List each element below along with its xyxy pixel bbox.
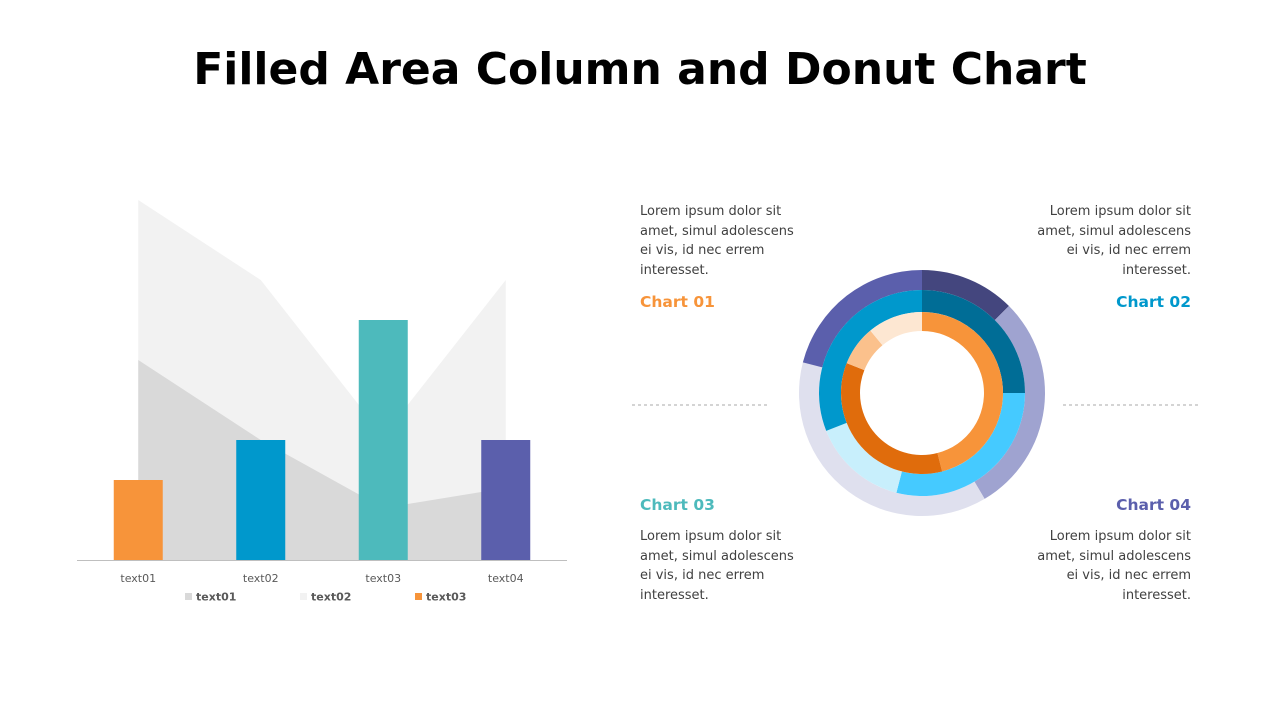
panel-title: Chart 04 (1116, 496, 1191, 514)
donut-segment (802, 270, 922, 368)
bar (113, 480, 163, 560)
donut-segment (846, 330, 883, 371)
panel-text: Lorem ipsum dolor sit amet, simul adoles… (640, 204, 794, 278)
x-tick-label: text02 (243, 572, 279, 585)
donut-segment (922, 312, 1004, 472)
panel-title: Chart 01 (640, 293, 715, 311)
area (138, 360, 506, 560)
legend-swatch (300, 593, 307, 600)
panel-text: Lorem ipsum dolor sit amet, simul adoles… (640, 529, 794, 603)
donut-segment (826, 422, 902, 493)
x-tick-label: text01 (120, 572, 156, 585)
bar (236, 440, 286, 560)
panel-text: Lorem ipsum dolor sit amet, simul adoles… (1037, 529, 1191, 603)
panel-text: Lorem ipsum dolor sit amet, simul adoles… (1037, 204, 1191, 278)
legend-swatch (415, 593, 422, 600)
donut-segment (896, 393, 1025, 496)
x-tick-label: text04 (488, 572, 524, 585)
x-tick-label: text03 (365, 572, 401, 585)
donut-segment (841, 363, 943, 474)
donut-segment (798, 362, 985, 516)
bar (358, 320, 408, 560)
title: Filled Area Column and Donut Chart (193, 44, 1087, 95)
bar (481, 440, 531, 560)
legend-swatch (185, 593, 192, 600)
donut-segment (922, 270, 1009, 321)
legend-label: text01 (196, 591, 236, 604)
donut-segment (974, 306, 1045, 499)
panel-title: Chart 02 (1116, 293, 1191, 311)
donut-segment (819, 290, 922, 431)
donut-segment (922, 290, 1025, 393)
legend-label: text02 (311, 591, 351, 604)
legend-label: text03 (426, 591, 466, 604)
donut-segment (870, 312, 922, 346)
panel-title: Chart 03 (640, 496, 715, 514)
